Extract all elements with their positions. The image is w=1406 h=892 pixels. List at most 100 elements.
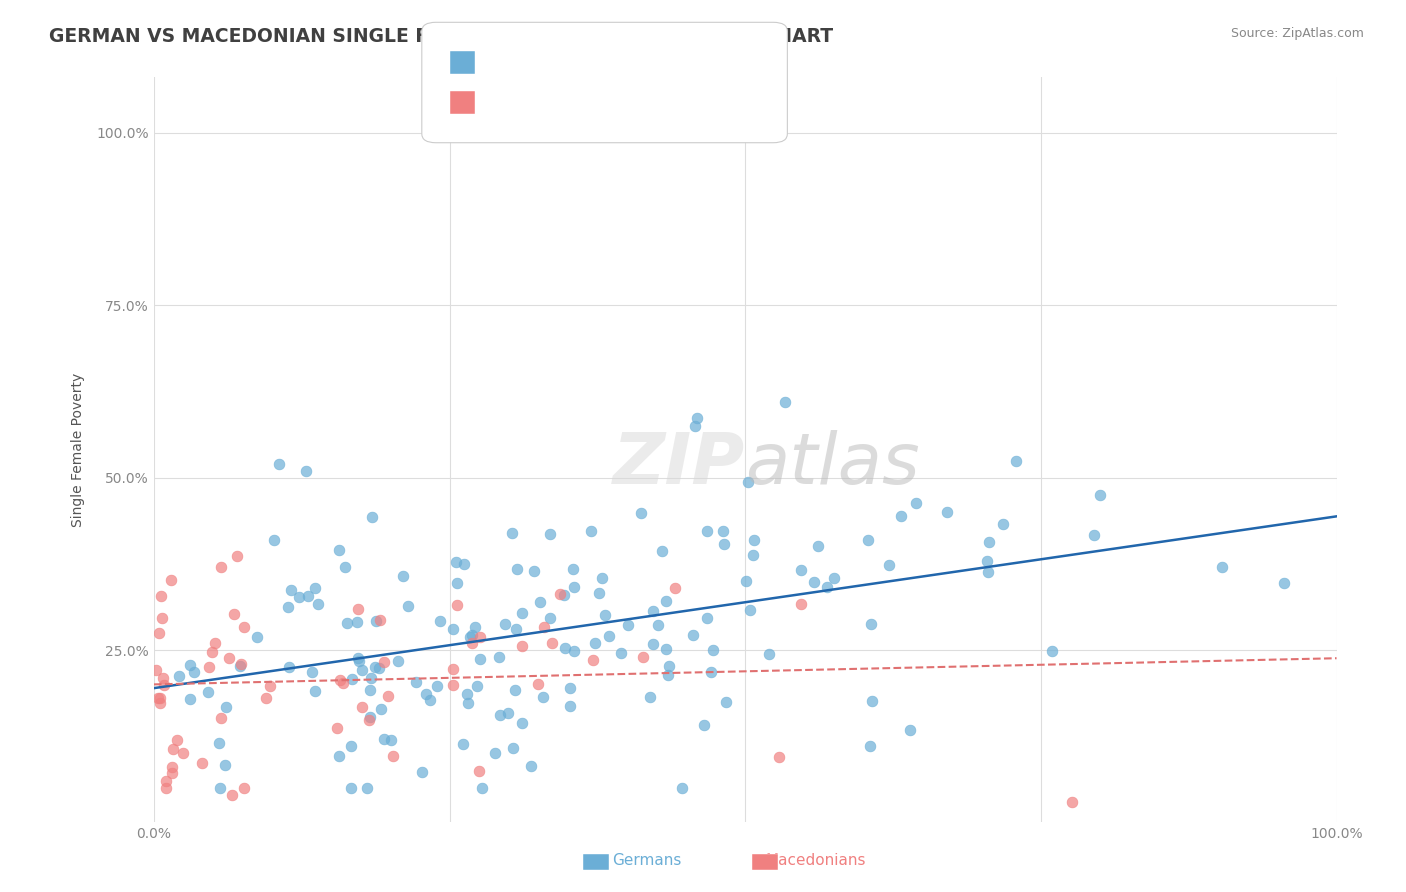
Point (441, 678, 464, 692)
Point (471, 780, 494, 795)
Point (702, 643, 724, 657)
Point (441, 622, 464, 636)
Point (453, 557, 475, 571)
Point (1005, 454, 1028, 468)
Point (145, 663, 167, 677)
Point (411, 765, 433, 780)
Point (465, 679, 488, 693)
Point (823, 571, 845, 585)
Point (510, 715, 533, 730)
Point (464, 620, 486, 634)
Point (700, 665, 723, 679)
Point (295, 464, 318, 478)
Point (148, 626, 170, 640)
Point (696, 524, 718, 538)
Point (214, 758, 236, 772)
Point (183, 665, 205, 680)
Point (859, 739, 882, 753)
Point (441, 662, 464, 676)
Point (742, 548, 765, 562)
Point (562, 580, 585, 594)
Point (531, 690, 554, 704)
Point (744, 533, 766, 548)
Point (172, 747, 194, 761)
Point (218, 651, 240, 665)
Point (160, 573, 183, 587)
Point (350, 700, 373, 714)
Point (643, 637, 665, 651)
Point (359, 713, 381, 727)
Point (373, 731, 395, 746)
Point (347, 654, 370, 668)
Text: R = -0.010    N = 59: R = -0.010 N = 59 (481, 95, 664, 110)
Point (583, 635, 606, 649)
Point (197, 685, 219, 699)
Point (276, 600, 298, 615)
Point (713, 537, 735, 551)
Point (502, 741, 524, 756)
Point (347, 651, 370, 665)
Point (815, 581, 838, 595)
Point (304, 582, 326, 596)
Point (364, 659, 387, 673)
Point (655, 641, 678, 656)
Point (155, 774, 177, 789)
Point (226, 549, 249, 563)
Point (617, 618, 640, 632)
Point (332, 676, 354, 690)
Point (155, 780, 177, 795)
Point (152, 671, 174, 685)
Text: Macedonians: Macedonians (765, 854, 866, 868)
Point (582, 652, 605, 666)
Point (686, 410, 709, 425)
Point (148, 691, 170, 706)
Point (538, 611, 561, 625)
Point (259, 679, 281, 693)
Point (561, 562, 583, 576)
Point (350, 663, 373, 677)
Point (301, 665, 323, 680)
Point (166, 732, 188, 747)
Point (560, 699, 582, 714)
Point (503, 683, 526, 698)
Point (1062, 795, 1084, 809)
Point (550, 587, 572, 601)
Point (387, 654, 409, 668)
Point (150, 611, 173, 625)
Point (890, 508, 912, 523)
Point (1083, 528, 1105, 542)
Point (444, 555, 467, 569)
Point (523, 564, 546, 578)
Point (288, 590, 311, 604)
Point (451, 737, 474, 751)
Text: Germans: Germans (612, 854, 682, 868)
Point (643, 604, 665, 618)
Point (538, 527, 561, 541)
Point (415, 687, 437, 701)
Point (359, 683, 381, 698)
Point (877, 558, 900, 573)
Point (304, 683, 326, 698)
Point (905, 496, 928, 510)
Point (405, 674, 427, 689)
Point (356, 780, 378, 795)
Y-axis label: Single Female Poverty: Single Female Poverty (72, 373, 86, 527)
Point (335, 560, 357, 574)
Point (737, 475, 759, 489)
Point (456, 687, 478, 701)
Point (664, 582, 686, 596)
Point (167, 669, 190, 683)
Point (711, 524, 734, 539)
Point (328, 543, 350, 558)
Point (162, 742, 184, 756)
Point (526, 677, 548, 691)
Point (359, 710, 381, 724)
Point (280, 582, 302, 597)
Point (936, 505, 959, 519)
Point (554, 641, 576, 656)
Point (682, 628, 704, 642)
Point (807, 539, 830, 553)
Point (425, 679, 447, 693)
Point (588, 585, 610, 599)
Point (221, 788, 243, 802)
